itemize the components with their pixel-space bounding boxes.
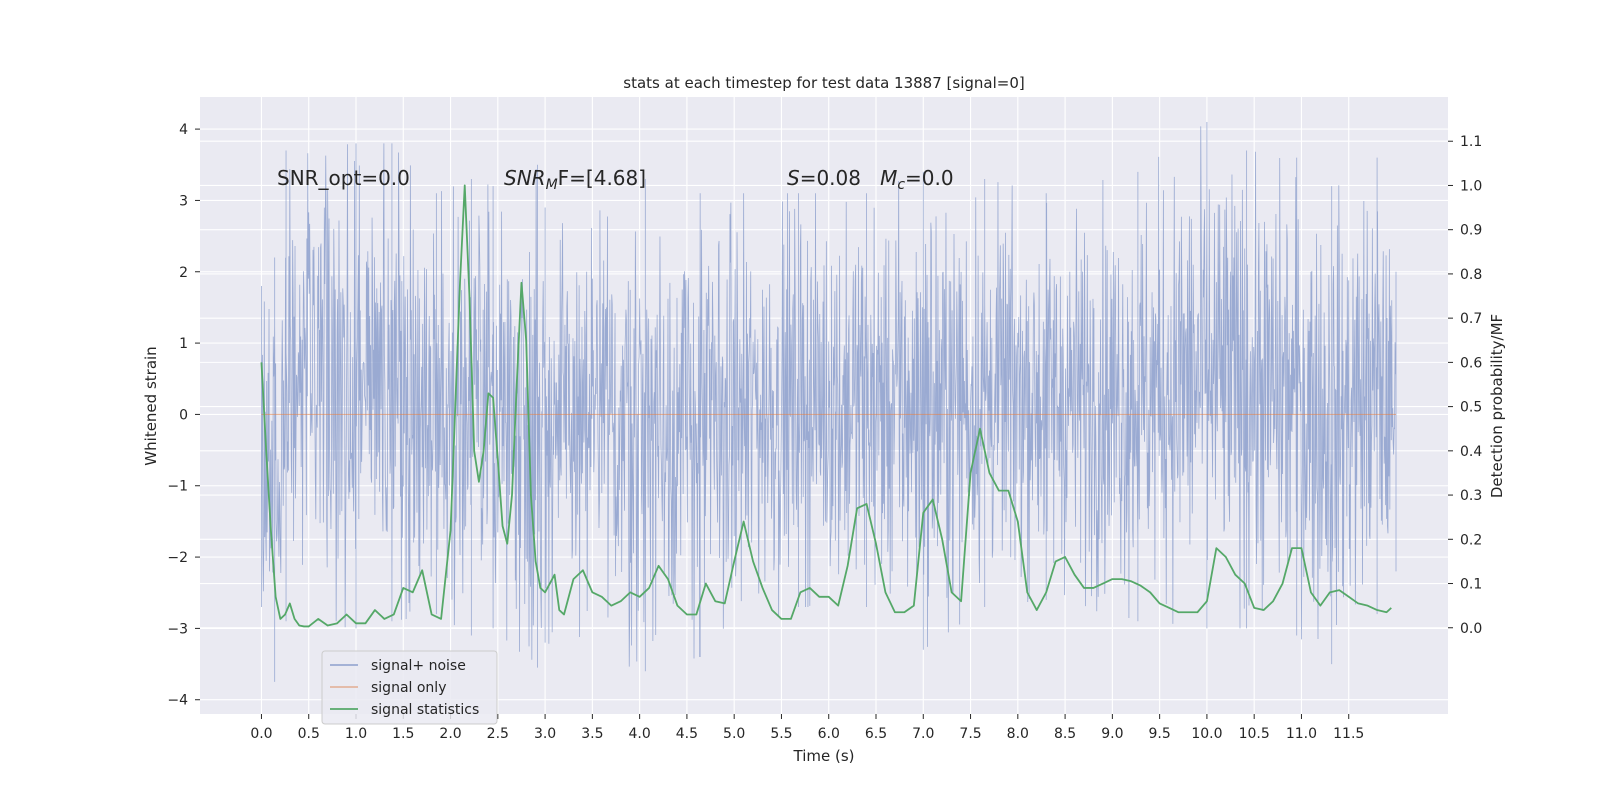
signal-statistics-series: [260, 184, 1392, 628]
y-right-tick-label: 0.7: [1460, 311, 1482, 327]
x-tick-label: 6.5: [865, 726, 887, 742]
y-left-axis-title: Whitened strain: [142, 346, 160, 465]
y-right-tick-label: 0.9: [1460, 223, 1482, 239]
x-tick-label: 0.0: [250, 726, 272, 742]
annotation-snr-mf-main: SNR: [504, 166, 546, 190]
y-left-tick-label: −3: [167, 621, 188, 637]
y-left-tick-label: −4: [167, 693, 188, 709]
y-right-tick-label: 1.0: [1460, 178, 1482, 194]
legend-box: [321, 650, 498, 725]
legend-label-signal-statistics: signal statistics: [371, 702, 479, 718]
y-left-tick-label: 3: [179, 193, 188, 209]
y-right-tick-label: 0.0: [1460, 621, 1482, 637]
annotation-s-mc: S=0.08 Mc=0.0: [787, 166, 954, 193]
x-tick-label: 5.0: [723, 726, 745, 742]
y-right-axis-ticks: 1.1 1.0 0.9 0.8 0.7 0.6 0.5 0.4 0.3 0.2 0.1 0.0: [1448, 134, 1482, 637]
x-axis-title: Time (s): [793, 747, 855, 765]
y-right-tick-label: 0.1: [1460, 577, 1482, 593]
x-tick-label: 1.0: [345, 726, 367, 742]
annotation-snr-mf: SNRMF=[4.68]: [504, 166, 646, 193]
y-right-tick-label: 1.1: [1460, 134, 1482, 150]
y-right-tick-label: 0.8: [1460, 267, 1482, 283]
x-tick-label: 5.5: [770, 726, 792, 742]
x-tick-label: 11.5: [1333, 726, 1364, 742]
y-left-tick-label: 1: [179, 336, 188, 352]
legend-label-signal-noise: signal+ noise: [371, 658, 466, 674]
y-left-tick-label: 0: [179, 407, 188, 423]
y-left-tick-label: 2: [179, 265, 188, 281]
x-axis-ticks: 0.0 0.5 1.0 1.5 2.0 2.5 3.0 3.5 4.0 4.5 5.0 5.5 6.0 6…: [250, 714, 1364, 742]
x-tick-label: 6.0: [818, 726, 840, 742]
x-tick-label: 2.0: [439, 726, 461, 742]
annotation-mc-sub: c: [897, 177, 905, 193]
x-tick-label: 4.0: [629, 726, 651, 742]
x-tick-label: 8.0: [1007, 726, 1029, 742]
y-left-tick-label: −2: [167, 550, 188, 566]
x-tick-label: 10.0: [1191, 726, 1222, 742]
y-left-axis-ticks: 4 3 2 1 0 −1 −2 −3 −4: [167, 122, 200, 709]
y-left-tick-label: 4: [179, 122, 188, 138]
x-tick-label: 7.5: [959, 726, 981, 742]
chart-title: stats at each timestep for test data 138…: [623, 74, 1024, 92]
annotation-snr-opt: SNR_opt=0.0: [277, 166, 410, 190]
y-right-tick-label: 0.2: [1460, 532, 1482, 548]
y-left-tick-label: −1: [167, 479, 188, 495]
annotation-s-symbol: S: [787, 166, 800, 190]
x-tick-label: 4.5: [676, 726, 698, 742]
x-tick-label: 10.5: [1239, 726, 1270, 742]
x-tick-label: 3.5: [581, 726, 603, 742]
y-right-axis-title: Detection probability/MF: [1488, 314, 1506, 498]
x-tick-label: 9.5: [1149, 726, 1171, 742]
legend-label-signal-only: signal only: [371, 680, 446, 696]
x-tick-label: 3.0: [534, 726, 556, 742]
x-tick-label: 1.5: [392, 726, 414, 742]
legend: signal+ noise signal only signal statist…: [321, 650, 498, 725]
annotation-mc-symbol: M: [880, 166, 897, 190]
x-tick-label: 2.5: [487, 726, 509, 742]
y-right-tick-label: 0.5: [1460, 400, 1482, 416]
x-tick-label: 9.0: [1101, 726, 1123, 742]
x-tick-label: 0.5: [298, 726, 320, 742]
y-right-tick-label: 0.4: [1460, 444, 1482, 460]
annotation-snr-mf-rest: F=[4.68]: [558, 166, 646, 190]
x-tick-label: 11.0: [1286, 726, 1317, 742]
x-tick-label: 8.5: [1054, 726, 1076, 742]
signal-statistics-line: [260, 184, 1392, 628]
x-tick-label: 7.0: [912, 726, 934, 742]
annotation-s-value: =0.08: [800, 166, 880, 190]
annotation-mc-value: =0.0: [905, 166, 954, 190]
y-right-tick-label: 0.6: [1460, 355, 1482, 371]
annotation-snr-mf-sub: M: [546, 177, 558, 193]
y-right-tick-label: 0.3: [1460, 488, 1482, 504]
